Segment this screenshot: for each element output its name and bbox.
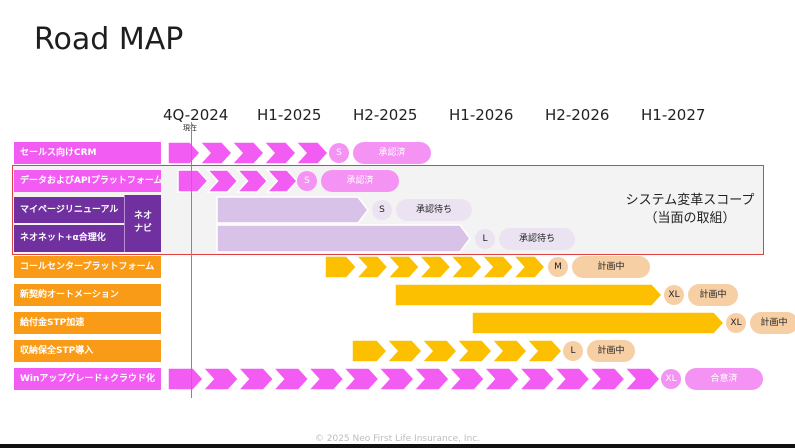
now-label: 現在 [183, 124, 197, 132]
size-badge: XL [726, 313, 746, 333]
timeline-chevron [552, 367, 591, 391]
timeline-chevron [525, 339, 564, 363]
row-label-callcenter: コールセンタープラットフォーム [14, 256, 161, 278]
period-label: 4Q-2024 [163, 106, 229, 124]
size-badge: L [475, 229, 495, 249]
timeline-chevron [385, 339, 424, 363]
timeline-chevron [342, 367, 380, 391]
row-label-crm: セールス向けCRM [14, 142, 161, 164]
status-pill: 承認待ち [396, 199, 472, 221]
timeline-chevron [482, 367, 521, 391]
timeline-chevron [623, 367, 662, 391]
row-label-win-upgrade: Winアップグレード+クラウド化 [14, 368, 161, 390]
timeline-chevron [480, 255, 515, 279]
period-label: H1-2027 [641, 106, 706, 124]
timeline-chevron [449, 255, 484, 279]
timeline-chevron [447, 367, 486, 391]
row-label-mypage: マイページリニューアル [14, 197, 124, 223]
timeline-chevron [377, 367, 416, 391]
status-pill: 計画中 [688, 284, 738, 306]
period-label: H1-2025 [257, 106, 322, 124]
period-label: H1-2026 [449, 106, 514, 124]
scope-caption-line: （当面の取組） [644, 211, 736, 226]
timeline-chevron [201, 367, 240, 391]
timeline-chevron [417, 255, 452, 279]
row-label-new-contract: 新契約オートメーション [14, 284, 161, 306]
timeline-chevron [262, 141, 298, 165]
timeline-chevron [354, 255, 389, 279]
timeline-chevron [216, 196, 369, 224]
navi-label-line: ナビ [133, 224, 152, 234]
period-label: H2-2025 [353, 106, 418, 124]
size-badge: S [372, 200, 392, 220]
timeline-chevron [216, 224, 471, 253]
copyright-footer: © 2025 Neo First Life Insurance, Inc. [314, 434, 481, 444]
timeline-chevron [420, 339, 459, 363]
timeline-chevron [455, 339, 494, 363]
neo-navi-group-label: ネオ ナビ [124, 195, 161, 252]
timeline-chevron [230, 141, 266, 165]
size-badge: S [329, 143, 349, 163]
timeline-chevron [198, 141, 234, 165]
status-pill: 承認済 [353, 142, 431, 164]
timeline-chevron [386, 255, 421, 279]
timeline-chevron [517, 367, 556, 391]
timeline-chevron [206, 169, 239, 193]
timeline-chevron [271, 367, 310, 391]
timeline-chevron [294, 141, 330, 165]
status-pill: 承認済 [321, 170, 399, 192]
timeline-chevron [412, 367, 451, 391]
timeline-chevron [167, 141, 202, 165]
timeline-chevron [324, 255, 358, 279]
timeline-chevron [588, 367, 626, 391]
row-label-collection-stp: 収納保全STP導入 [14, 340, 161, 362]
timeline-chevron [236, 367, 275, 391]
timeline-chevron [306, 367, 345, 391]
status-pill: 計画中 [572, 256, 650, 278]
current-date-line [191, 122, 192, 398]
size-badge: L [563, 341, 583, 361]
status-pill: 承認待ち [499, 228, 575, 250]
timeline-chevron [167, 367, 205, 391]
timeline-chevron [177, 169, 209, 193]
timeline-chevron [351, 339, 389, 363]
status-pill: 合意済 [685, 368, 763, 390]
scope-caption: システム変革スコープ （当面の取組） [620, 192, 760, 228]
size-badge: S [297, 171, 317, 191]
row-label-neonet: ネオネット+α合理化 [14, 225, 124, 252]
period-label: H2-2026 [545, 106, 610, 124]
bottom-border [0, 444, 795, 448]
row-label-data-api: データおよびAPIプラットフォーム [14, 170, 163, 192]
row-label-benefit-stp: 給付金STP加速 [14, 312, 161, 334]
size-badge: XL [661, 369, 681, 389]
timeline-chevron [265, 169, 299, 193]
timeline-chevron [471, 311, 726, 335]
timeline-chevron [235, 169, 269, 193]
timeline-chevron [490, 339, 529, 363]
timeline-chevron [511, 255, 547, 279]
status-pill: 計画中 [587, 340, 635, 362]
status-pill: 計画中 [750, 312, 795, 334]
size-badge: XL [664, 285, 684, 305]
page-title: Road MAP [34, 22, 184, 57]
navi-label-line: ネオ [133, 211, 152, 221]
size-badge: M [548, 257, 568, 277]
timeline-chevron [394, 283, 664, 307]
scope-caption-line: システム変革スコープ [625, 193, 755, 208]
